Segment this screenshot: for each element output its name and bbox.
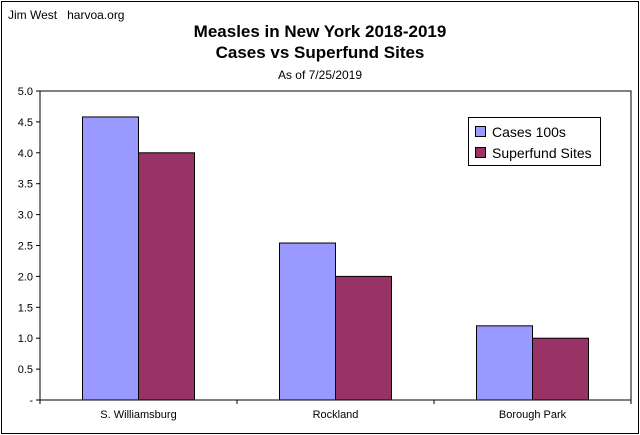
legend-label-cases: Cases 100s [492, 123, 566, 140]
y-tick-label: 3.0 [18, 210, 33, 222]
chart-subtitle: As of 7/25/2019 [277, 68, 363, 82]
bar-superfund [335, 275, 392, 401]
author-credit: Jim West harvoa.org [8, 8, 125, 22]
legend-item-superfund: Superfund Sites [475, 142, 594, 163]
y-tick-label: 2.5 [18, 241, 33, 253]
y-tick-label: 1.5 [18, 302, 33, 314]
bar-cases [476, 325, 533, 401]
bar-cases [279, 242, 336, 401]
chart-title-line-2: Cases vs Superfund Sites [215, 43, 425, 62]
y-tick-label: 5.0 [18, 86, 33, 98]
y-tick-label: - [29, 395, 33, 407]
chart-legend: Cases 100s Superfund Sites [468, 117, 601, 166]
x-tick-label: Borough Park [499, 409, 567, 421]
legend-label-superfund: Superfund Sites [492, 144, 592, 161]
chart-title-line-1: Measles in New York 2018-2019 [193, 22, 447, 41]
y-tick-label: 4.5 [18, 117, 33, 129]
bar-superfund [532, 337, 589, 401]
y-tick-label: 2.0 [18, 271, 33, 283]
y-tick-label: 3.5 [18, 179, 33, 191]
x-tick-label: S. Williamsburg [100, 409, 176, 421]
legend-item-cases: Cases 100s [475, 121, 594, 142]
y-tick-label: 0.5 [18, 364, 33, 376]
legend-swatch-superfund [475, 147, 486, 158]
bar-superfund [138, 152, 195, 401]
y-tick-label: 4.0 [18, 148, 33, 160]
y-tick-label: 1.0 [18, 333, 33, 345]
x-tick-label: Rockland [313, 409, 359, 421]
legend-swatch-cases [475, 126, 486, 137]
bar-cases [82, 116, 139, 401]
